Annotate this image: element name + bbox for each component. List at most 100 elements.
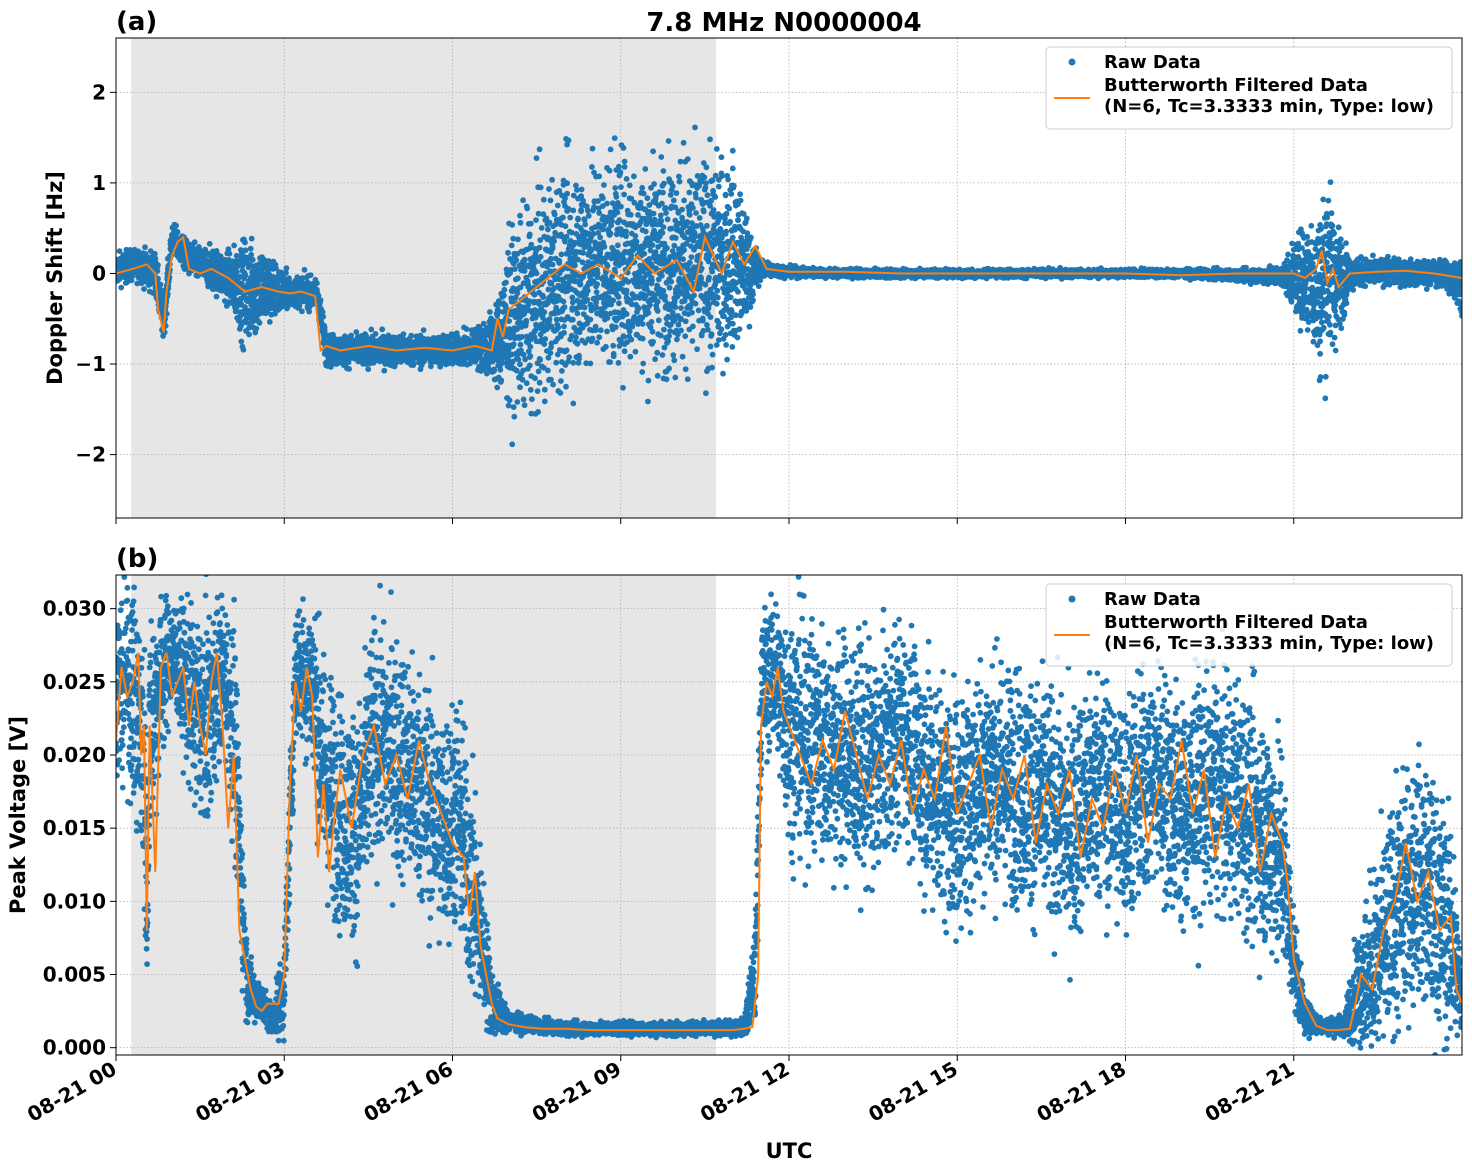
raw-data-point <box>729 147 736 154</box>
raw-data-point <box>497 366 504 373</box>
raw-data-point <box>747 304 754 310</box>
raw-data-point <box>654 372 661 379</box>
raw-data-point <box>726 205 733 212</box>
raw-data-point <box>684 376 691 383</box>
raw-data-point <box>525 281 532 288</box>
raw-data-point <box>537 184 544 191</box>
raw-data-point <box>381 367 388 374</box>
raw-data-point <box>505 402 512 409</box>
raw-data-point <box>611 135 618 142</box>
raw-data-point <box>372 331 379 337</box>
raw-data-point <box>546 316 553 322</box>
raw-data-point <box>662 293 668 300</box>
raw-data-point <box>696 285 703 292</box>
raw-data-point <box>589 145 596 152</box>
raw-data-point <box>508 242 515 249</box>
raw-data-point <box>686 189 693 196</box>
raw-data-point <box>511 413 518 420</box>
raw-data-point <box>593 299 599 306</box>
raw-data-point <box>714 287 721 294</box>
raw-data-point <box>710 187 716 194</box>
raw-data-point <box>116 248 123 255</box>
raw-data-point <box>603 343 609 350</box>
raw-data-point <box>541 309 548 315</box>
raw-data-point <box>679 353 686 360</box>
raw-data-point <box>587 316 594 323</box>
raw-data-point <box>660 224 667 231</box>
raw-data-point <box>709 268 715 275</box>
raw-data-point <box>639 321 646 327</box>
raw-data-point <box>750 291 756 298</box>
raw-data-point <box>532 375 538 382</box>
raw-data-point <box>247 245 254 252</box>
raw-data-point <box>715 183 722 190</box>
raw-data-point <box>515 236 521 243</box>
raw-data-point <box>534 388 541 394</box>
raw-data-point <box>672 374 679 381</box>
raw-data-point <box>584 296 591 303</box>
raw-data-point <box>580 249 586 256</box>
raw-data-point <box>526 362 533 369</box>
raw-data-point <box>521 402 528 409</box>
raw-data-point <box>681 247 687 254</box>
raw-data-point <box>509 221 516 228</box>
raw-data-point <box>674 336 680 343</box>
raw-data-point <box>253 325 260 332</box>
raw-data-point <box>555 324 562 331</box>
raw-data-point <box>703 180 709 187</box>
raw-data-point <box>696 215 703 221</box>
raw-data-point <box>649 242 656 249</box>
raw-data-point <box>666 365 672 372</box>
raw-data-point <box>400 331 407 337</box>
raw-data-point <box>734 334 741 341</box>
raw-data-point <box>548 376 554 383</box>
raw-data-point <box>645 377 652 384</box>
raw-data-point <box>729 165 736 172</box>
raw-data-point <box>494 384 501 391</box>
raw-data-point <box>321 324 328 331</box>
raw-data-point <box>152 255 159 262</box>
raw-data-point <box>594 339 600 346</box>
raw-data-point <box>723 228 729 235</box>
raw-data-point <box>346 366 352 372</box>
raw-data-point <box>533 217 539 224</box>
raw-data-point <box>618 184 624 191</box>
raw-data-point <box>141 286 147 292</box>
raw-data-point <box>712 194 719 200</box>
raw-data-point <box>563 233 570 240</box>
raw-data-point <box>242 239 248 246</box>
raw-data-point <box>718 154 725 161</box>
raw-data-point <box>737 191 743 198</box>
raw-data-point <box>650 338 656 345</box>
raw-data-point <box>520 396 527 403</box>
raw-data-point <box>527 386 534 393</box>
raw-data-point <box>238 338 245 345</box>
raw-data-point <box>562 238 568 245</box>
raw-data-point <box>567 214 574 221</box>
raw-data-point <box>520 197 526 204</box>
raw-data-point <box>703 164 710 171</box>
raw-data-point <box>672 235 679 241</box>
raw-data-point <box>517 384 523 391</box>
raw-data-point <box>610 342 617 349</box>
raw-data-point <box>506 397 513 404</box>
raw-data-point <box>505 249 511 256</box>
raw-data-point <box>601 243 608 250</box>
raw-data-point <box>735 288 741 295</box>
raw-data-point <box>669 183 676 190</box>
raw-data-point <box>594 281 600 288</box>
raw-data-point <box>722 215 728 222</box>
raw-data-point <box>128 277 135 284</box>
raw-data-point <box>533 270 540 277</box>
raw-data-point <box>623 311 630 317</box>
raw-data-point <box>142 244 148 251</box>
raw-data-point <box>660 189 666 196</box>
raw-data-point <box>510 341 517 348</box>
raw-data-point <box>703 390 709 397</box>
raw-data-point <box>420 327 427 333</box>
raw-data-point <box>213 293 220 300</box>
raw-data-point <box>642 228 649 235</box>
raw-data-point <box>682 366 689 373</box>
raw-data-point <box>723 210 730 217</box>
